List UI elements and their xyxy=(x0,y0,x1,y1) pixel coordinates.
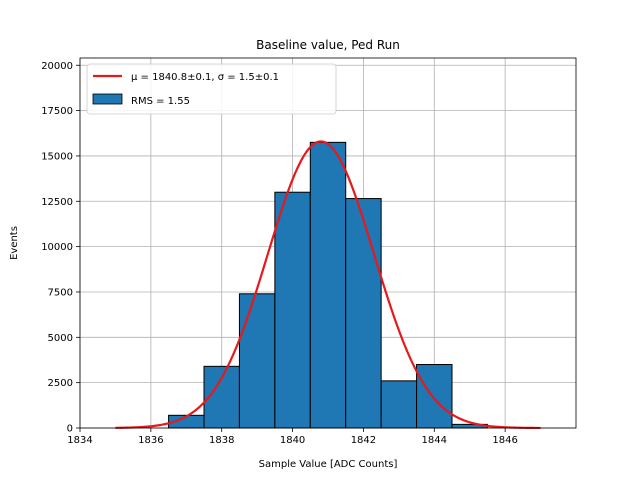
y-axis-ticks: 0 2500 5000 7500 10000 12500 15000 17500 20000 xyxy=(41,61,80,435)
y-tick-label: 2500 xyxy=(48,378,73,389)
legend: μ = 1840.8±0.1, σ = 1.5±0.1 RMS = 1.55 xyxy=(86,63,337,115)
legend-hist-label: RMS = 1.55 xyxy=(131,96,190,107)
x-tick-label: 1834 xyxy=(67,435,92,446)
x-tick-label: 1838 xyxy=(209,435,234,446)
y-tick-label: 5000 xyxy=(48,333,73,344)
y-axis-label: Events xyxy=(9,226,20,260)
y-tick-label: 20000 xyxy=(41,61,73,72)
histogram-bar xyxy=(238,293,276,429)
y-tick-label: 0 xyxy=(67,424,73,435)
histogram-bar xyxy=(345,198,382,429)
y-tick-label: 17500 xyxy=(41,106,73,117)
y-tick-label: 10000 xyxy=(41,242,73,253)
histogram-bars xyxy=(168,141,488,429)
x-tick-label: 1836 xyxy=(138,435,163,446)
histogram-bar xyxy=(380,380,418,429)
x-tick-label: 1846 xyxy=(492,435,517,446)
chart-title: Baseline value, Ped Run xyxy=(256,38,400,52)
legend-hist-swatch xyxy=(92,93,123,105)
x-tick-label: 1840 xyxy=(280,435,305,446)
y-tick-label: 12500 xyxy=(41,197,73,208)
x-tick-label: 1844 xyxy=(422,435,447,446)
gaussian-fit-curve xyxy=(115,140,541,430)
plot-frame xyxy=(79,57,577,429)
x-axis-ticks: 1834 1836 1838 1840 1842 1844 1846 xyxy=(67,428,518,446)
legend-box xyxy=(86,63,337,115)
x-tick-label: 1842 xyxy=(351,435,376,446)
histogram-bar xyxy=(274,191,311,429)
histogram-bar xyxy=(309,141,347,429)
y-tick-label: 7500 xyxy=(48,287,73,298)
legend-fit-label: μ = 1840.8±0.1, σ = 1.5±0.1 xyxy=(131,72,279,83)
histogram-bar xyxy=(416,364,453,429)
x-axis-label: Sample Value [ADC Counts] xyxy=(259,459,398,470)
y-tick-label: 15000 xyxy=(41,151,73,162)
